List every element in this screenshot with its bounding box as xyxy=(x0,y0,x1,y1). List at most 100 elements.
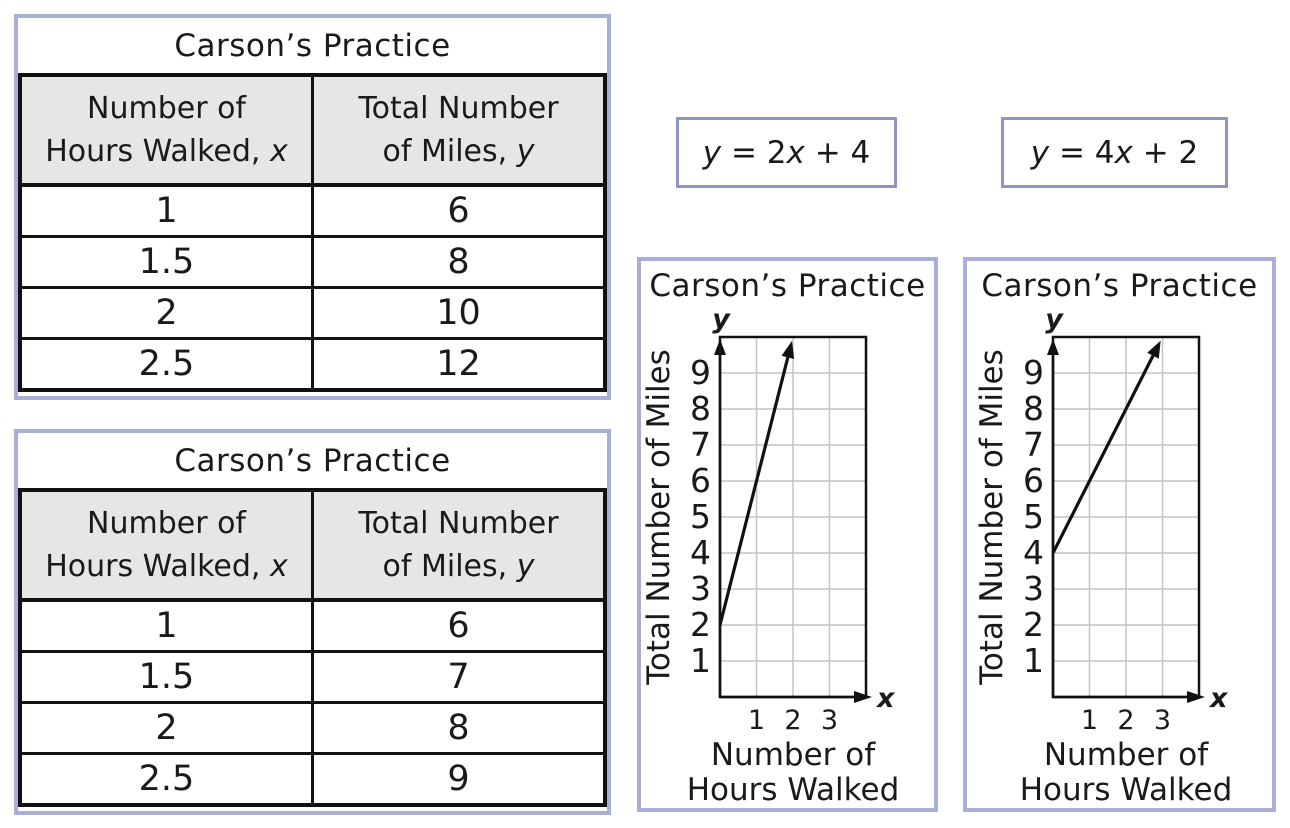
col-header-variable-y: y xyxy=(516,549,535,584)
equation-mid: = 4 xyxy=(1049,134,1115,171)
col-header-hours: Number of Hours Walked, x xyxy=(18,73,314,187)
col-header-line2: of Miles, y xyxy=(314,130,603,174)
representation-card-graph-2[interactable]: Carson’s Practice 1 2 3 4 5 6 7 8 9 1 2 3 y x Total Nu… xyxy=(963,257,1276,812)
col-header-line2: Hours Walked, x xyxy=(22,130,311,174)
y-tick-label: 8 xyxy=(690,389,711,428)
cell-miles: 7 xyxy=(311,650,607,704)
y-tick-label: 6 xyxy=(690,461,711,500)
cell-hours: 1 xyxy=(18,598,314,653)
col-header-variable-y: y xyxy=(516,134,535,169)
equation-var-y: y xyxy=(1030,134,1050,171)
x-tick-label: 1 xyxy=(748,705,765,736)
equation-tail: + 4 xyxy=(804,134,871,171)
y-tick-label: 4 xyxy=(690,533,711,572)
col-header-variable-x: x xyxy=(270,134,288,169)
equation-var-x: x xyxy=(786,134,805,171)
y-axis-letter: y xyxy=(712,304,731,335)
data-line-arrowhead xyxy=(1147,340,1161,359)
y-tick-label: 9 xyxy=(690,353,711,392)
x-tick-label: 2 xyxy=(1117,705,1134,736)
cell-miles: 8 xyxy=(311,701,607,755)
x-axis-arrowhead xyxy=(854,691,872,703)
equation-text: y = 2x + 4 xyxy=(703,135,871,171)
col-header-miles: Total Number of Miles, y xyxy=(311,73,607,187)
cell-hours: 1 xyxy=(18,183,314,238)
col-header-line2: Hours Walked, x xyxy=(22,545,311,589)
cell-hours: 2 xyxy=(18,701,314,755)
graph-title: Carson’s Practice xyxy=(981,268,1258,304)
cell-hours: 1.5 xyxy=(18,235,314,289)
y-tick-label: 7 xyxy=(690,425,711,464)
table-row: 1.5 8 xyxy=(18,235,607,289)
col-header-line1: Number of xyxy=(87,505,246,541)
col-header-text: of Miles, xyxy=(382,549,517,584)
cell-miles: 6 xyxy=(311,598,607,653)
cell-miles: 12 xyxy=(311,337,607,392)
equation-mid: = 2 xyxy=(721,134,787,171)
col-header-line1: Number of xyxy=(87,90,246,126)
y-tick-label: 1 xyxy=(1023,641,1044,680)
y-tick-label: 9 xyxy=(1023,353,1044,392)
y-axis-letter: y xyxy=(1045,304,1064,335)
col-header-line1: Total Number xyxy=(358,90,559,126)
x-axis-arrowhead xyxy=(1187,691,1205,703)
data-line xyxy=(718,352,791,626)
representation-card-equation-1[interactable]: y = 2x + 4 xyxy=(676,117,897,188)
table-row: 2.5 12 xyxy=(18,337,607,392)
col-header-line1: Total Number xyxy=(358,505,559,541)
equation-tail: + 2 xyxy=(1132,134,1199,171)
table-row: 2.5 9 xyxy=(18,752,607,807)
cell-miles: 9 xyxy=(311,752,607,807)
table-header-row: Number of Hours Walked, x Total Number o… xyxy=(18,488,607,602)
table-title: Carson’s Practice xyxy=(174,27,451,64)
y-tick-label: 5 xyxy=(690,497,711,536)
equation-var-x: x xyxy=(1114,134,1133,171)
representation-card-table-1[interactable]: Carson’s Practice Number of Hours Walked… xyxy=(14,14,611,400)
cell-miles: 10 xyxy=(311,286,607,340)
y-axis-title: Total Number of Miles xyxy=(641,349,677,686)
representation-card-equation-2[interactable]: y = 4x + 2 xyxy=(1001,117,1228,188)
x-axis-title-line1: Number of xyxy=(711,737,876,773)
data-line xyxy=(1051,350,1157,554)
col-header-variable-x: x xyxy=(270,549,288,584)
y-tick-label: 5 xyxy=(1023,497,1044,536)
data-line-arrowhead xyxy=(781,340,795,359)
y-axis-title: Total Number of Miles xyxy=(974,349,1010,686)
col-header-miles: Total Number of Miles, y xyxy=(311,488,607,602)
representation-card-table-2[interactable]: Carson’s Practice Number of Hours Walked… xyxy=(14,429,611,815)
cell-hours: 2.5 xyxy=(18,337,314,392)
x-axis-letter: x xyxy=(875,683,896,714)
table-header-row: Number of Hours Walked, x Total Number o… xyxy=(18,73,607,187)
graph-title: Carson’s Practice xyxy=(649,268,926,304)
equation-text: y = 4x + 2 xyxy=(1031,135,1199,171)
cell-hours: 2.5 xyxy=(18,752,314,807)
y-tick-label: 4 xyxy=(1023,533,1044,572)
y-axis-arrowhead xyxy=(1047,339,1059,355)
representation-card-graph-1[interactable]: Carson’s Practice 1 2 3 4 5 6 7 8 9 1 2 3 y x Total Nu… xyxy=(637,257,938,812)
col-header-line2: of Miles, y xyxy=(314,545,603,589)
y-tick-label: 6 xyxy=(1023,461,1044,500)
y-tick-label: 1 xyxy=(690,641,711,680)
table-title: Carson’s Practice xyxy=(174,442,451,479)
col-header-hours: Number of Hours Walked, x xyxy=(18,488,314,602)
x-axis-letter: x xyxy=(1208,683,1229,714)
x-axis-title-line1: Number of xyxy=(1044,737,1209,773)
y-tick-label: 8 xyxy=(1023,389,1044,428)
x-axis-title-line2: Hours Walked xyxy=(1020,772,1233,808)
y-tick-label: 3 xyxy=(690,569,711,608)
cell-hours: 1.5 xyxy=(18,650,314,704)
y-axis-arrowhead xyxy=(714,339,726,355)
table-header: Number of Hours Walked, x Total Number o… xyxy=(18,73,607,187)
col-header-text: Hours Walked, xyxy=(45,134,270,169)
x-tick-label: 3 xyxy=(821,705,838,736)
x-tick-label: 2 xyxy=(784,705,801,736)
col-header-text: Hours Walked, xyxy=(45,549,270,584)
data-table: Number of Hours Walked, x Total Number o… xyxy=(18,73,607,392)
